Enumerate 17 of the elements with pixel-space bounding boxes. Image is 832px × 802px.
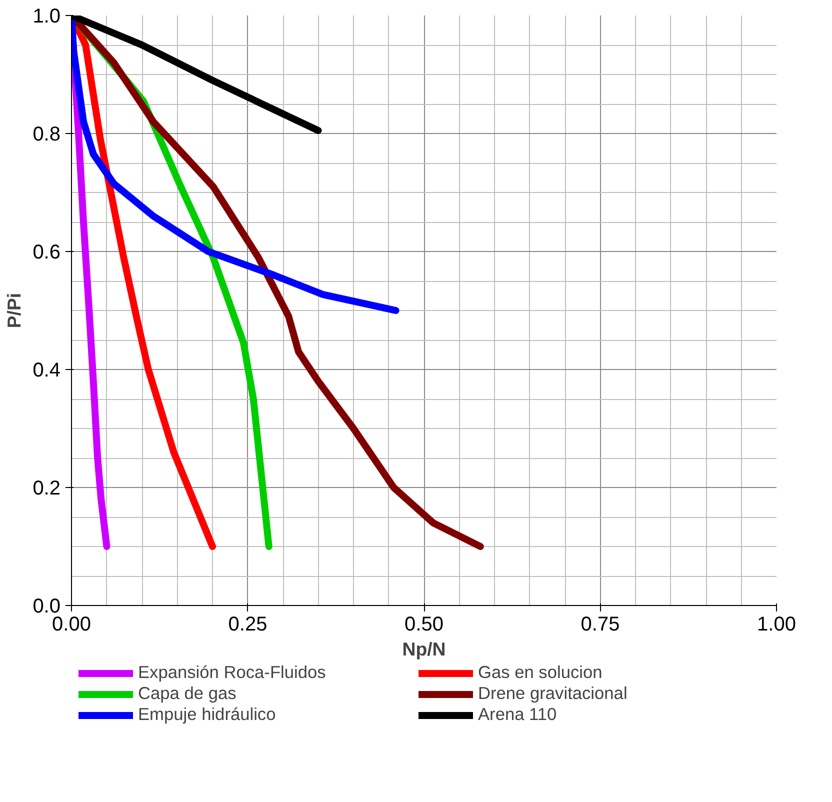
y-tick-label: 1.0 — [32, 6, 61, 28]
x-tick-label: 0.25 — [228, 614, 268, 636]
y-tick-label: 0.6 — [32, 242, 61, 264]
legend-label: Gas en solucion — [478, 662, 604, 683]
y-tick-label: 0.4 — [32, 360, 61, 382]
legend-label: Arena 110 — [478, 704, 558, 725]
legend-label: Drene gravitacional — [478, 683, 628, 704]
legend-label: Empuje hidráulico — [138, 704, 277, 725]
y-axis-title: P/Pi — [4, 292, 25, 328]
legend-label: Capa de gas — [138, 683, 238, 704]
y-tick-label: 0.2 — [32, 478, 61, 500]
x-tick-label: 0.75 — [580, 614, 620, 636]
x-tick-label: 1.00 — [757, 614, 796, 636]
y-tick-label: 0.8 — [32, 124, 61, 146]
x-axis-title: Np/N — [402, 638, 446, 660]
x-tick-label: 0.50 — [404, 614, 444, 636]
legend-label: Expansión Roca-Fluidos — [138, 662, 327, 683]
